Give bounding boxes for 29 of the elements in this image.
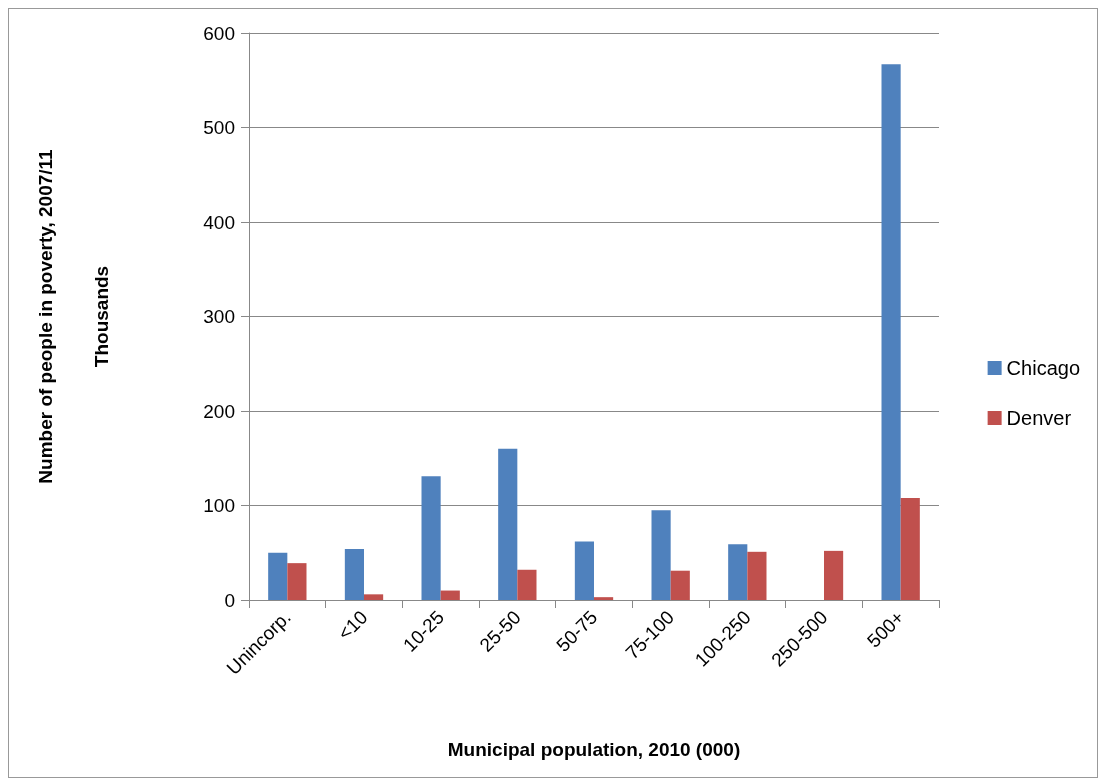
- bar: [440, 590, 460, 600]
- y-tick-label: 0: [224, 589, 235, 611]
- y-tick-label: 600: [203, 22, 235, 44]
- bar: [594, 597, 614, 600]
- bar: [517, 569, 537, 600]
- y-tick-label: 500: [203, 117, 235, 138]
- x-axis-title: Municipal population, 2010 (000): [447, 739, 741, 760]
- y-tick-label: 300: [203, 306, 235, 327]
- bar: [344, 548, 364, 600]
- x-tick-label: <10: [333, 606, 372, 645]
- bar: [747, 551, 767, 600]
- legend-label: Chicago: [1006, 357, 1081, 379]
- bar: [364, 594, 384, 600]
- text: Number of people in poverty, 2007/11 Thousands: [34, 149, 112, 484]
- bar: [268, 552, 288, 600]
- bar: [900, 497, 920, 600]
- y-tick-label: 100: [203, 495, 235, 516]
- bar: [651, 510, 671, 600]
- bar: [287, 563, 307, 600]
- bar: [728, 544, 748, 600]
- legend-label: Denver: [1006, 407, 1072, 429]
- bar: [498, 448, 518, 600]
- bar: [574, 541, 594, 600]
- bar: [421, 476, 441, 600]
- bar: [881, 64, 901, 600]
- bar: [824, 550, 844, 600]
- bar: [670, 570, 690, 600]
- y-tick-label: 200: [203, 400, 235, 422]
- y-tick-label: 400: [203, 211, 235, 233]
